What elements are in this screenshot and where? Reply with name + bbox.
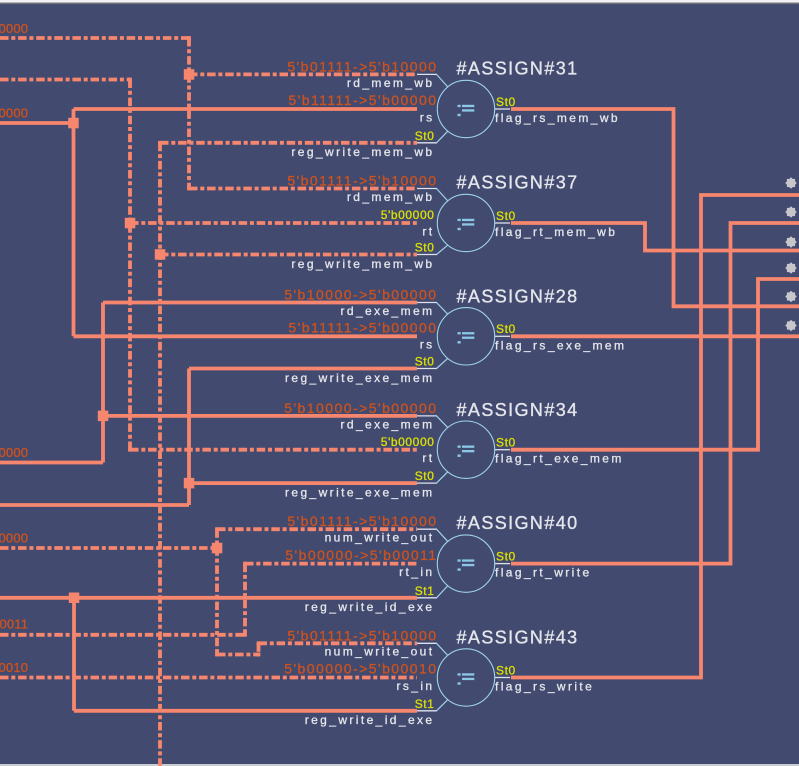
svg-text:St1: St1: [415, 697, 435, 711]
svg-text:reg_write_id_exe: reg_write_id_exe: [305, 713, 435, 727]
svg-text:5'b00000->5'b00010: 5'b00000->5'b00010: [284, 661, 437, 677]
svg-text:St0: St0: [496, 322, 516, 336]
svg-text:#ASSIGN#37: #ASSIGN#37: [457, 173, 579, 193]
svg-text:reg_write_exe_mem: reg_write_exe_mem: [285, 371, 435, 385]
svg-text:rs: rs: [420, 110, 435, 124]
svg-text:rd_mem_wb: rd_mem_wb: [347, 190, 435, 204]
svg-text:rs: rs: [420, 338, 435, 352]
svg-text:St0: St0: [496, 95, 516, 109]
svg-text:St1: St1: [415, 584, 435, 598]
svg-text:rt: rt: [422, 451, 434, 465]
svg-text:St0: St0: [496, 549, 516, 563]
svg-text:5'b01111->5'b10000: 5'b01111->5'b10000: [287, 627, 437, 643]
svg-text:flag_rs_write: flag_rs_write: [495, 680, 594, 694]
svg-text:St0: St0: [415, 129, 435, 143]
svg-text:flag_rs_mem_wb: flag_rs_mem_wb: [495, 111, 620, 125]
svg-text:flag_rt_exe_mem: flag_rt_exe_mem: [495, 452, 624, 466]
svg-text:5'b00000: 5'b00000: [381, 208, 435, 222]
svg-text:St0: St0: [496, 209, 516, 223]
svg-text:flag_rt_write: flag_rt_write: [495, 566, 592, 580]
svg-text:5'b11111->5'b00000: 5'b11111->5'b00000: [288, 320, 437, 336]
svg-text:#ASSIGN#28: #ASSIGN#28: [457, 287, 579, 307]
svg-text:0000: 0000: [0, 445, 28, 460]
svg-text:rt: rt: [422, 224, 434, 238]
svg-text:num_write_out: num_write_out: [325, 645, 435, 659]
svg-text:rd_exe_mem: rd_exe_mem: [340, 304, 434, 318]
svg-text:#ASSIGN#40: #ASSIGN#40: [457, 513, 579, 533]
svg-text:St0: St0: [415, 241, 435, 255]
svg-text:reg_write_mem_wb: reg_write_mem_wb: [291, 257, 434, 271]
svg-text:#ASSIGN#43: #ASSIGN#43: [457, 627, 579, 647]
svg-text:5'b01111->5'b10000: 5'b01111->5'b10000: [287, 513, 437, 529]
svg-text:rs_in: rs_in: [396, 679, 434, 693]
svg-text:#ASSIGN#34: #ASSIGN#34: [457, 400, 579, 420]
svg-text:5'b01111->5'b10000: 5'b01111->5'b10000: [287, 173, 437, 189]
svg-text:#ASSIGN#31: #ASSIGN#31: [457, 58, 579, 78]
svg-text:flag_rs_exe_mem: flag_rs_exe_mem: [495, 338, 626, 352]
svg-text:5'b10000->5'b00000: 5'b10000->5'b00000: [284, 400, 437, 416]
svg-text:reg_write_exe_mem: reg_write_exe_mem: [285, 485, 435, 499]
svg-text:St0: St0: [496, 663, 516, 677]
svg-text:5'b01111->5'b10000: 5'b01111->5'b10000: [287, 58, 437, 74]
svg-text:rd_mem_wb: rd_mem_wb: [347, 76, 435, 90]
svg-text:rd_exe_mem: rd_exe_mem: [340, 417, 434, 431]
svg-text:reg_write_mem_wb: reg_write_mem_wb: [291, 145, 434, 159]
svg-text:0010: 0010: [0, 660, 28, 675]
svg-text:0011: 0011: [0, 617, 28, 632]
svg-text:5'b11111->5'b00000: 5'b11111->5'b00000: [288, 92, 437, 108]
svg-text:0000: 0000: [0, 21, 28, 36]
svg-text:0000: 0000: [0, 106, 28, 121]
svg-text:St0: St0: [496, 436, 516, 450]
svg-text:rt_in: rt_in: [399, 565, 434, 579]
svg-text:reg_write_id_exe: reg_write_id_exe: [305, 600, 435, 614]
svg-text:5'b00000->5'b00011: 5'b00000->5'b00011: [285, 547, 437, 563]
svg-text:0000: 0000: [0, 531, 28, 546]
svg-text:flag_rt_mem_wb: flag_rt_mem_wb: [495, 225, 617, 239]
svg-text:St0: St0: [415, 469, 435, 483]
svg-text:5'b00000: 5'b00000: [381, 435, 435, 449]
svg-text:num_write_out: num_write_out: [325, 531, 435, 545]
svg-text:St0: St0: [415, 355, 435, 369]
svg-text:5'b10000->5'b00000: 5'b10000->5'b00000: [284, 287, 437, 303]
